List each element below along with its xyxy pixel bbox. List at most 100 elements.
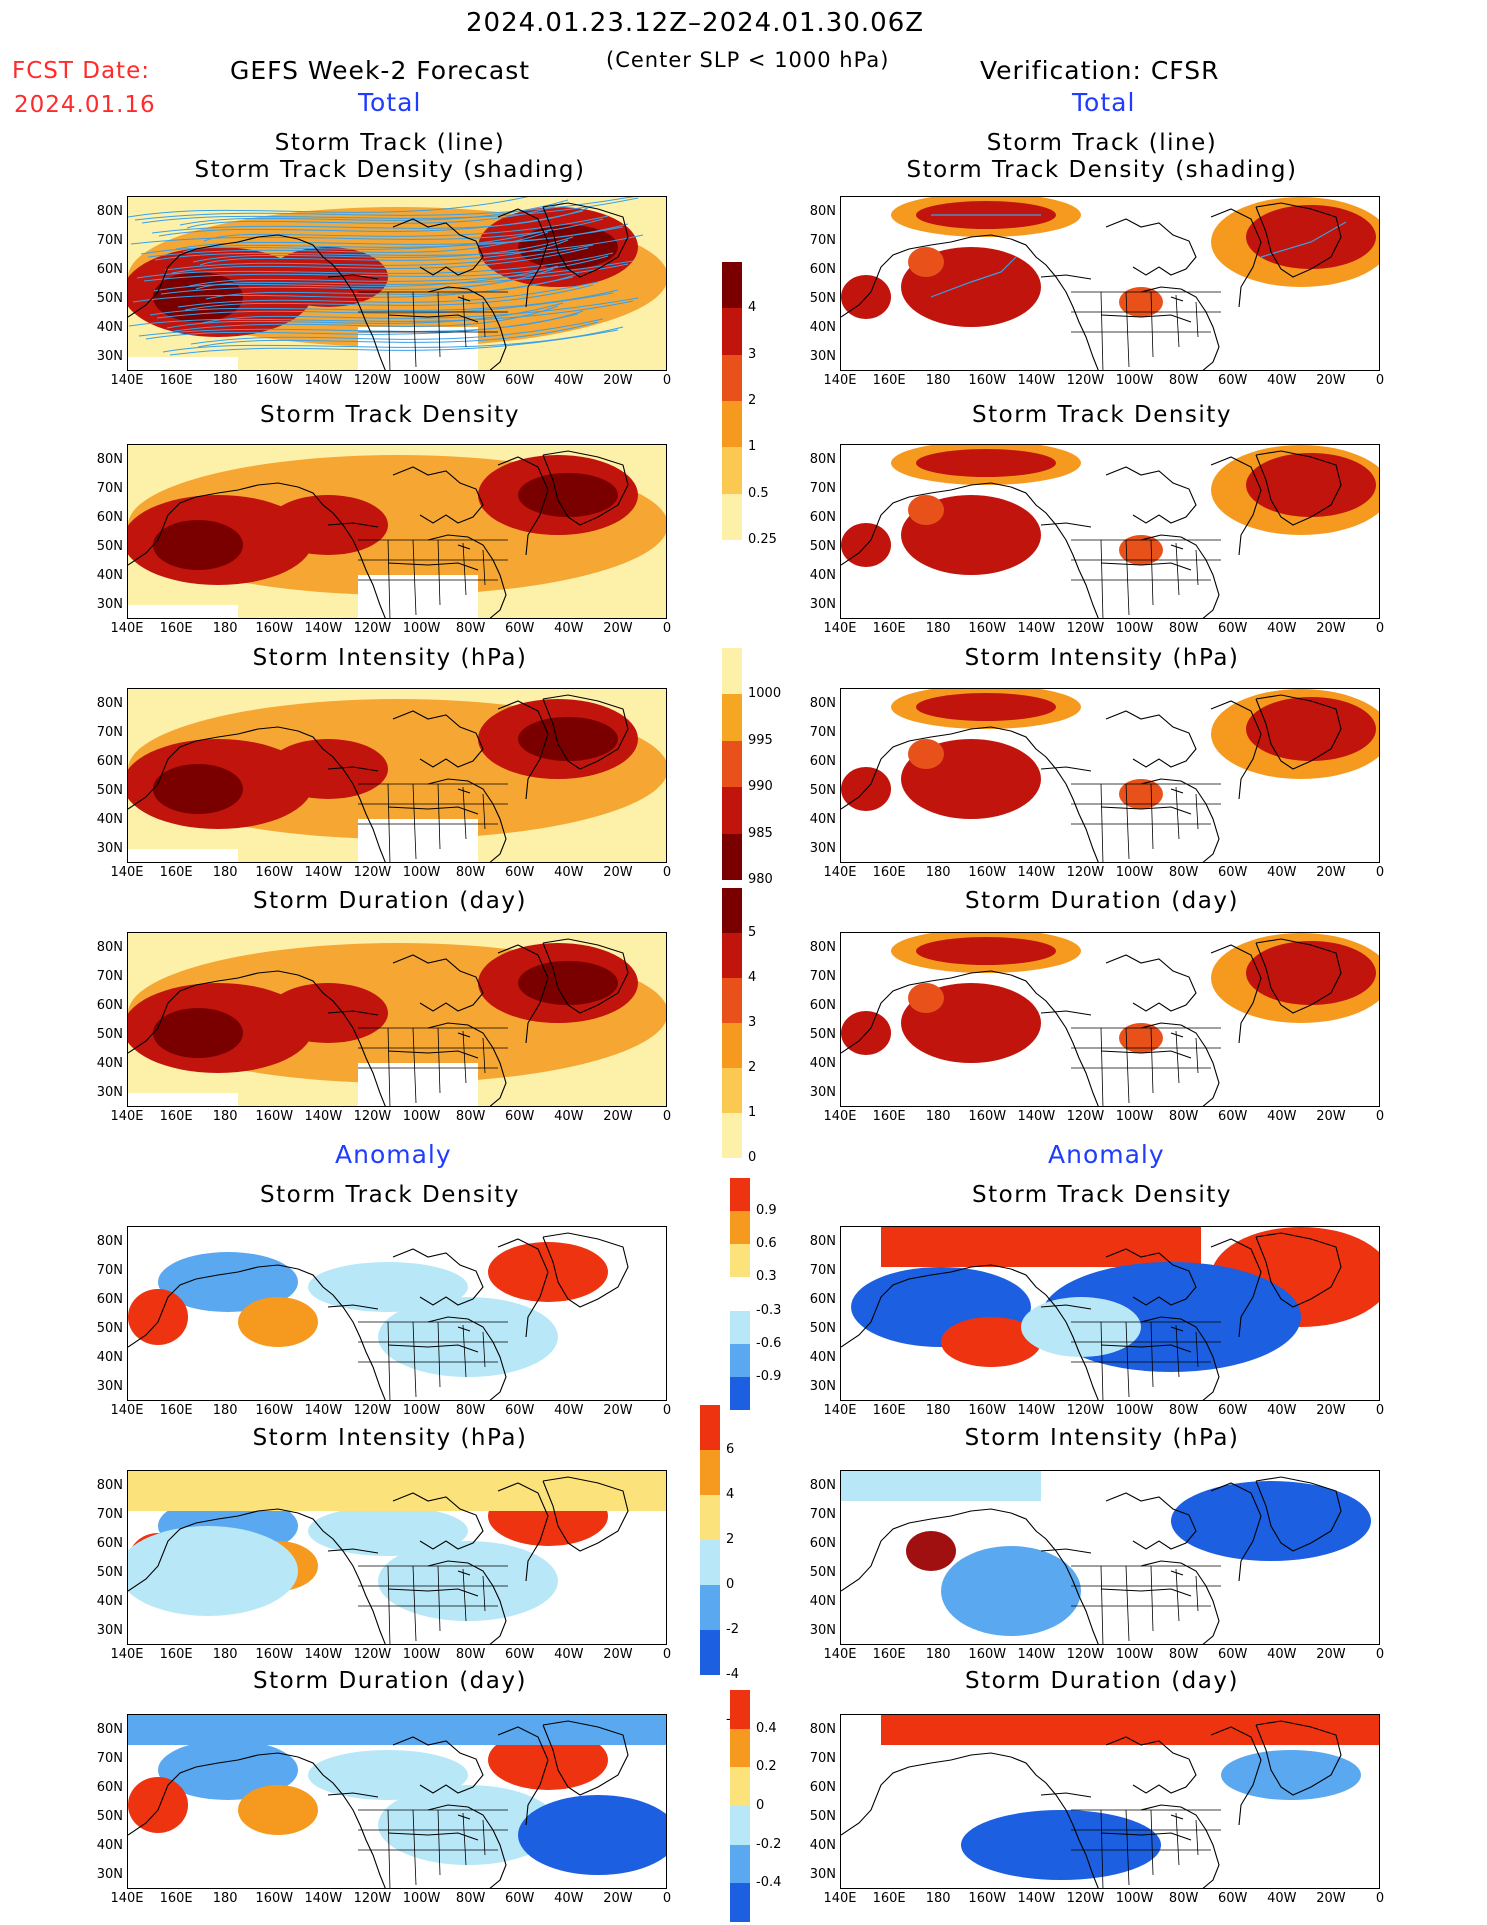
colorbar-swatch	[722, 694, 742, 741]
lat-tick-label: 30N	[96, 1867, 123, 1882]
lon-tick-label: 160W	[255, 1647, 294, 1662]
lat-tick-label: 50N	[96, 539, 123, 554]
fcst-date-label: FCST Date:	[12, 58, 150, 84]
lon-tick-label: 20W	[1316, 1109, 1346, 1124]
lat-tick-label: 30N	[809, 1623, 836, 1638]
lon-tick-label: 40W	[1267, 1109, 1297, 1124]
colorbar-swatch	[722, 447, 742, 494]
map-field	[841, 689, 1379, 862]
title-right-density: Storm Track Density	[972, 402, 1232, 428]
lon-tick-label: 80W	[455, 373, 486, 388]
colorbar-swatch	[730, 1690, 750, 1729]
lon-tick-label: 80W	[1168, 1647, 1199, 1662]
lon-tick-label: 20W	[603, 1891, 633, 1906]
lon-tick-label: 160E	[159, 373, 193, 388]
colorbar-tick-label: -0.3	[756, 1302, 782, 1318]
colorbar-swatch	[700, 1495, 720, 1540]
lat-tick-label: 80N	[96, 452, 123, 467]
lon-tick-label: 160E	[872, 1109, 906, 1124]
colorbar-tick-label: 4	[726, 1487, 735, 1502]
lon-tick-label: 20W	[603, 865, 633, 880]
colorbar-swatch	[722, 888, 742, 933]
lon-tick-label: 120W	[353, 1891, 392, 1906]
lon-tick-label: 60W	[505, 1891, 535, 1906]
title-left-anom-density: Storm Track Density	[260, 1182, 520, 1208]
lon-tick-label: 120W	[353, 865, 392, 880]
lat-tick-label: 40N	[809, 812, 836, 827]
lat-tick-label: 70N	[96, 1507, 123, 1522]
colorbar-swatch	[730, 1244, 750, 1278]
lat-tick-label: 60N	[809, 1292, 836, 1307]
lon-tick-label: 140E	[110, 1403, 144, 1418]
lat-tick-label: 50N	[96, 1027, 123, 1042]
lat-tick-label: 30N	[96, 1379, 123, 1394]
colorbar-tick-label: 2	[748, 1060, 757, 1075]
lat-tick-label: 70N	[809, 1751, 836, 1766]
lon-tick-label: 60W	[1218, 1403, 1248, 1418]
lat-tick-label: 70N	[809, 481, 836, 496]
lon-tick-label: 100W	[402, 1403, 441, 1418]
lon-tick-label: 160W	[255, 1403, 294, 1418]
lon-tick-label: 80W	[1168, 1891, 1199, 1906]
map-left-anom-density	[127, 1226, 667, 1401]
colorbar-swatch	[730, 1343, 750, 1377]
lon-tick-label: 0	[662, 1403, 672, 1418]
map-field	[841, 445, 1379, 618]
lat-tick-label: 40N	[809, 1350, 836, 1365]
colorbar-tick-label: 0.3	[756, 1269, 777, 1285]
lat-tick-label: 80N	[809, 940, 836, 955]
lat-tick-label: 70N	[809, 969, 836, 984]
colorbar-tick-label: 0	[756, 1798, 765, 1813]
lon-tick-label: 0	[1375, 1403, 1385, 1418]
lat-tick-label: 60N	[96, 754, 123, 769]
lon-tick-label: 160E	[159, 1109, 193, 1124]
lon-tick-label: 0	[1375, 1891, 1385, 1906]
lon-tick-label: 20W	[1316, 1647, 1346, 1662]
lat-tick-label: 50N	[809, 1565, 836, 1580]
lat-tick-label: 40N	[96, 812, 123, 827]
lat-tick-label: 80N	[96, 696, 123, 711]
lat-tick-label: 40N	[96, 320, 123, 335]
colorbar-tick-label: 1000	[748, 686, 782, 702]
colorbar-swatch	[722, 933, 742, 978]
map-field	[128, 1715, 666, 1888]
lat-tick-label: 50N	[809, 1321, 836, 1336]
colorbar-tick-label: 0.25	[748, 532, 777, 547]
colorbar-density-anom: 0.9 0.6 0.3 -0.3 -0.6 -0.9	[730, 1178, 781, 1410]
colorbar-swatch	[722, 401, 742, 448]
lon-tick-label: 60W	[505, 865, 535, 880]
lon-tick-label: 180	[925, 1647, 951, 1662]
lon-tick-label: 20W	[1316, 373, 1346, 388]
title-left-anom-intensity: Storm Intensity (hPa)	[252, 1425, 528, 1451]
map-field	[128, 1471, 666, 1644]
lon-tick-label: 40W	[554, 1891, 584, 1906]
lat-tick-label: 60N	[96, 1780, 123, 1795]
colorbar-swatch	[730, 1844, 750, 1884]
lon-tick-label: 0	[1375, 865, 1385, 880]
colorbar-swatch	[700, 1540, 720, 1585]
colorbar-swatch	[730, 1310, 750, 1344]
colorbar-duration-anom: 0.4 0.2 0 -0.2 -0.4	[730, 1690, 781, 1922]
lon-tick-label: 140E	[823, 1891, 857, 1906]
lon-tick-label: 100W	[402, 865, 441, 880]
lon-tick-label: 160E	[159, 1891, 193, 1906]
lon-tick-label: 140W	[1017, 865, 1056, 880]
colorbar-tick-label: 995	[748, 732, 773, 748]
lon-tick-label: 0	[1375, 621, 1385, 636]
lon-tick-label: 180	[212, 621, 238, 636]
lon-tick-label: 80W	[455, 865, 486, 880]
lon-tick-label: 80W	[1168, 621, 1199, 636]
lat-tick-label: 70N	[96, 233, 123, 248]
colorbar-tick-label: 3	[748, 346, 757, 362]
lon-tick-label: 100W	[402, 1647, 441, 1662]
left-column-title: GEFS Week-2 Forecast	[230, 56, 531, 85]
map-field	[128, 689, 666, 862]
lon-tick-label: 140W	[1017, 373, 1056, 388]
colorbar-tick-label: 0.9	[756, 1203, 777, 1219]
colorbar-intensity-total: 1000 995 990 985 980	[722, 648, 781, 887]
lon-tick-label: 40W	[1267, 1891, 1297, 1906]
lon-tick-label: 20W	[1316, 1403, 1346, 1418]
colorbar-swatch	[730, 1767, 750, 1806]
colorbar-swatch	[722, 787, 742, 834]
lon-tick-label: 0	[662, 1647, 672, 1662]
